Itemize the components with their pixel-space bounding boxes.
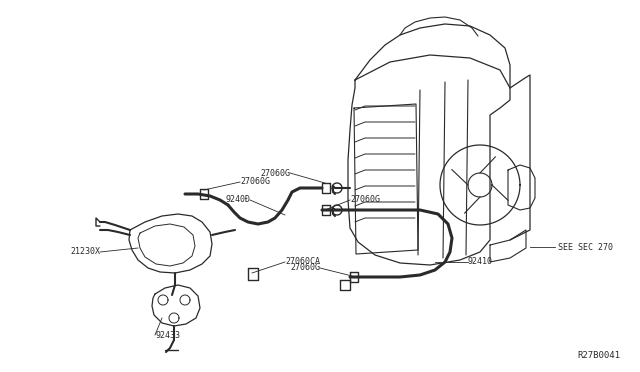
Text: 27060G: 27060G	[240, 177, 270, 186]
Text: 27060G: 27060G	[260, 169, 290, 177]
Text: 92410: 92410	[468, 257, 493, 266]
Polygon shape	[169, 313, 179, 323]
Text: 92433: 92433	[155, 330, 180, 340]
Polygon shape	[158, 295, 168, 305]
Text: 9240Ð: 9240Ð	[225, 196, 250, 205]
Text: 21230X: 21230X	[70, 247, 100, 257]
Text: 27060G: 27060G	[290, 263, 320, 273]
Text: SEE SEC 270: SEE SEC 270	[558, 243, 613, 251]
Text: R27B0041: R27B0041	[577, 351, 620, 360]
Text: 27060CA: 27060CA	[285, 257, 320, 266]
Polygon shape	[180, 295, 190, 305]
Text: 27060G: 27060G	[350, 196, 380, 205]
